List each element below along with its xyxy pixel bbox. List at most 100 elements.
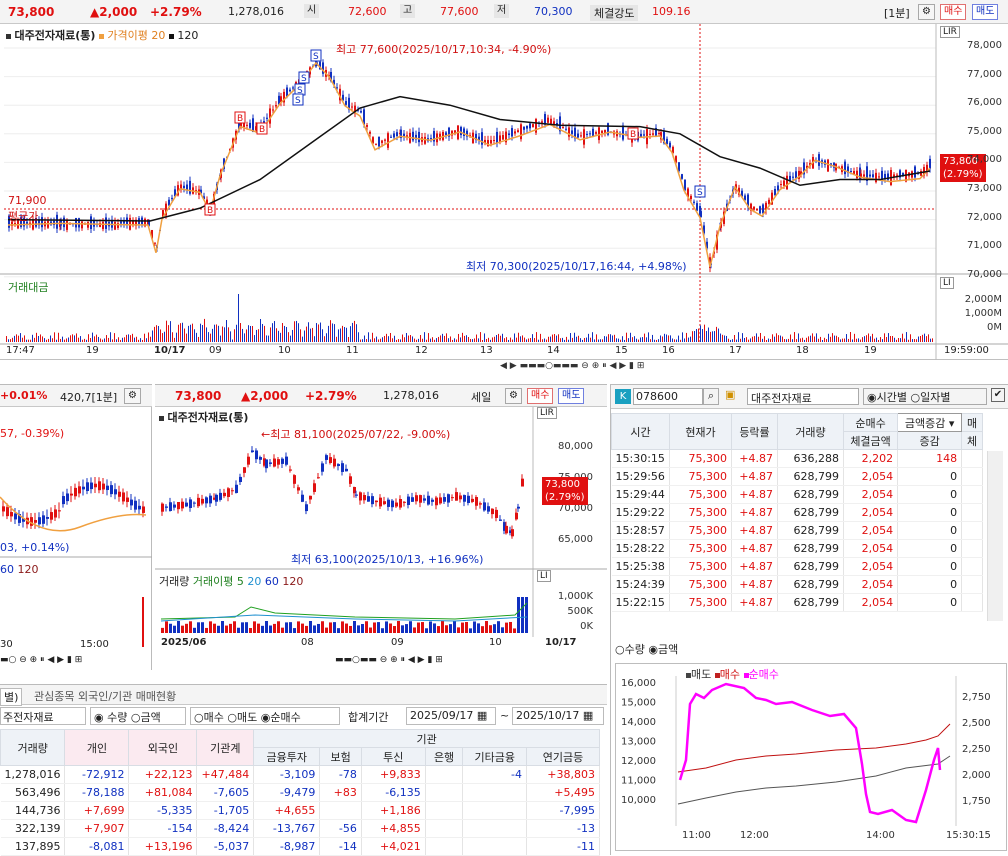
table-row[interactable]: 15:29:22 75,300 +4.87 628,799 2,054 0: [611, 503, 983, 522]
table-cell: [961, 503, 983, 522]
table-row[interactable]: 322,139 +7,907 -154 -8,424 -13,767 -56 +4,855 -…: [0, 819, 600, 838]
volume-bar: [265, 621, 268, 633]
chart-tools-icon[interactable]: LIR: [940, 26, 960, 38]
mid-left-panel[interactable]: +0.01% 420,7[1분] ⚙ 57, -0.39%) 03, +0.14…: [0, 384, 152, 670]
volume-bar: [276, 328, 277, 342]
volume-bar: [106, 335, 107, 342]
calendar-icon[interactable]: ▦: [582, 709, 594, 722]
table-scrollbar[interactable]: [987, 451, 1003, 621]
candle-body: [281, 458, 284, 464]
date-from[interactable]: 2025/09/17: [410, 709, 474, 722]
radio-qty-r[interactable]: 수량: [624, 643, 645, 656]
tab-investor[interactable]: 관심종목 외국인/기관 매매현황: [34, 690, 177, 703]
candle-body: [681, 174, 683, 179]
radio-amt[interactable]: 금액: [140, 711, 161, 724]
mid-buy-button[interactable]: 매수: [527, 388, 554, 404]
main-scroll-controls[interactable]: ◀ ▶ ▬▬▬○▬▬▬ ⊖ ⊕ ⏸ ◀ ▶ ▮ ⊞: [500, 361, 645, 371]
candle-body: [622, 125, 624, 140]
candle-body: [484, 139, 486, 144]
volume-bar: [353, 621, 356, 633]
candle-body: [550, 118, 552, 124]
mid-chart-panel[interactable]: 73,800 ▲2,000 +2.79% 1,278,016 세일 ⚙ 매수 매…: [155, 384, 607, 670]
sell-button[interactable]: 매도: [972, 4, 999, 20]
volume-bar: [754, 336, 755, 342]
period-selector[interactable]: [1분]: [884, 7, 910, 20]
radio-group-type[interactable]: ○매수 ○매도 ◉순매수: [190, 707, 340, 725]
table-row[interactable]: 15:29:56 75,300 +4.87 628,799 2,054 0: [611, 467, 983, 486]
code-input[interactable]: 078600: [633, 388, 703, 405]
table-row[interactable]: 15:29:44 75,300 +4.87 628,799 2,054 0: [611, 485, 983, 504]
volume-bar: [102, 339, 103, 342]
mid-period[interactable]: 세일: [471, 391, 492, 404]
folder-icon[interactable]: ▣: [725, 388, 736, 401]
table-row[interactable]: 15:25:38 75,300 +4.87 628,799 2,054 0: [611, 557, 983, 576]
gear-icon[interactable]: ⚙: [918, 4, 935, 20]
intraday-chart[interactable]: 매도 매수 순매수 16,000 15,000 14,000 13,000 12,000…: [615, 663, 1007, 851]
tab-prev[interactable]: 별): [0, 688, 23, 706]
table-row[interactable]: 1,278,016 -72,912 +22,123 +47,484 -3,109 -78 +…: [0, 765, 600, 784]
checkbox-icon[interactable]: ✔: [991, 388, 1005, 402]
radio-sell[interactable]: 매도: [236, 711, 258, 724]
table-cell: 628,799: [777, 521, 844, 540]
gear-icon[interactable]: ⚙: [124, 388, 141, 404]
calendar-icon[interactable]: ▦: [476, 709, 488, 722]
table-row[interactable]: 144,736 +7,699 -5,335 -1,705 +4,655 +1,186 -7,…: [0, 801, 600, 820]
candle-body: [66, 493, 69, 502]
volume-bar: [874, 338, 875, 342]
radio-net[interactable]: 순매수: [270, 711, 301, 724]
volume-bar: [309, 621, 312, 633]
price-tag: 73,800 (2.79%): [940, 154, 986, 182]
mid-sell-button[interactable]: 매도: [558, 388, 585, 404]
table-row[interactable]: 15:28:22 75,300 +4.87 628,799 2,054 0: [611, 539, 983, 558]
date-to-input[interactable]: 2025/10/17 ▦: [512, 707, 604, 725]
table-row[interactable]: 15:24:39 75,300 +4.87 628,799 2,054 0: [611, 575, 983, 594]
col-select[interactable]: 금액증감 ▾: [897, 413, 963, 432]
radio-qty-amt[interactable]: ○수량 ◉금액: [615, 643, 679, 656]
volume-bar: [900, 338, 901, 342]
radio-group-qty[interactable]: ◉ 수량 ○금액: [90, 707, 186, 725]
high-annotation: 최고 77,600(2025/10/17,10:34, -4.90%): [336, 43, 552, 56]
volume-bar: [576, 336, 577, 342]
volume-bar: [429, 621, 432, 633]
candle-body: [780, 184, 782, 186]
date-from-input[interactable]: 2025/09/17 ▦: [406, 707, 496, 725]
candle-body: [556, 123, 558, 125]
volume-bar: [406, 333, 407, 342]
volume-bar: [282, 323, 283, 342]
k-icon[interactable]: K: [615, 389, 631, 404]
candle-body: [129, 217, 131, 230]
date-to[interactable]: 2025/10/17: [516, 709, 580, 722]
table-cell: 628,799: [777, 467, 844, 486]
table-row[interactable]: 15:28:57 75,300 +4.87 628,799 2,054 0: [611, 521, 983, 540]
low-label: 저: [494, 4, 510, 18]
radio-day[interactable]: 일자별: [920, 391, 951, 404]
table-row[interactable]: 15:22:15 75,300 +4.87 628,799 2,054 0: [611, 593, 983, 612]
volume-bar: [876, 337, 877, 342]
volume-bar: [414, 338, 415, 342]
table-row[interactable]: 15:30:15 75,300 +4.87 636,288 2,202 148: [611, 449, 983, 468]
gear-icon[interactable]: ⚙: [505, 388, 522, 404]
radio-buy[interactable]: 매수: [203, 711, 224, 724]
radio-amt-r[interactable]: 금액: [657, 643, 679, 656]
mid-chart-tools-icon[interactable]: LIR: [537, 407, 557, 419]
table-row[interactable]: 137,895 -8,081 +13,196 -5,037 -8,987 -14 +4,02…: [0, 837, 600, 856]
vol-tools-icon[interactable]: LI: [940, 277, 954, 289]
mid-vol-tools-icon[interactable]: LI: [537, 570, 551, 582]
candle-body: [660, 132, 662, 140]
candle-body: [709, 257, 711, 268]
radio-time-day[interactable]: ◉시간별 ○일자별: [863, 388, 987, 405]
stock-input[interactable]: 주전자재료: [0, 707, 86, 725]
buy-button[interactable]: 매수: [940, 4, 967, 20]
table-row[interactable]: 563,496 -78,188 +81,084 -7,605 -9,479 +83 -6,1…: [0, 783, 600, 802]
mid-left-scroll[interactable]: ▬○ ⊖ ⊕ ⏸ ◀ ▶ ▮ ⊞: [0, 655, 83, 665]
radio-qty[interactable]: 수량: [107, 711, 128, 724]
volume-bar: [430, 338, 431, 342]
code-value[interactable]: 078600: [636, 390, 678, 403]
search-icon[interactable]: ⌕: [703, 388, 719, 405]
x-tick-label: 17:47: [6, 345, 35, 356]
candle-body: [10, 512, 13, 517]
radio-time[interactable]: 시간별: [876, 391, 907, 404]
volume-bar: [864, 336, 865, 342]
mid-scroll[interactable]: ▬▬○▬▬ ⊖ ⊕ ⏸ ◀ ▶ ▮ ⊞: [335, 655, 443, 665]
